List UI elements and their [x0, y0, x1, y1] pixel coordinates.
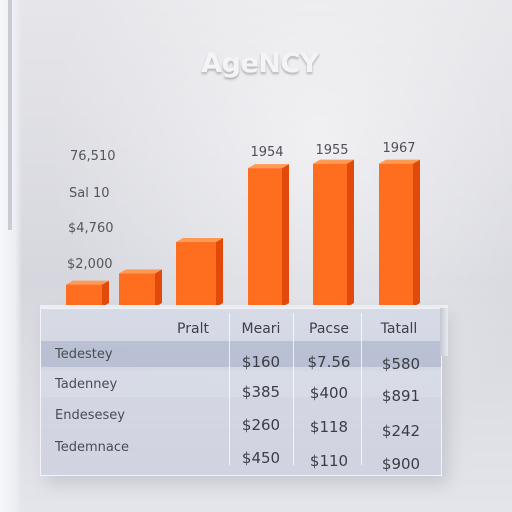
column-header-2: Pacse — [309, 321, 349, 337]
table-cell: $450 — [241, 449, 281, 467]
bar-front — [379, 163, 413, 307]
table-cell: $160 — [241, 353, 281, 371]
bar-side — [155, 269, 162, 307]
window-glow — [0, 0, 22, 512]
bar-2 — [176, 238, 223, 307]
table-cell: $891 — [381, 387, 421, 405]
y-tick-label-1: Sal 10 — [69, 186, 110, 201]
bar-side — [413, 159, 420, 307]
table-row-band — [41, 371, 441, 397]
bar-1 — [119, 269, 162, 307]
table-cell: $900 — [381, 455, 421, 473]
bar-top — [313, 159, 354, 164]
column-header-0: Pralt — [177, 321, 209, 337]
row-label-0: Tedestey — [55, 347, 113, 362]
bar-value-label-3: 1954 — [250, 145, 284, 160]
column-divider — [229, 313, 230, 465]
table-cell: $7.56 — [307, 353, 351, 371]
y-tick-label-2: $4,760 — [68, 221, 114, 236]
bar-front — [119, 273, 155, 307]
bar-value-label-4: 1955 — [315, 143, 349, 158]
chart-title: AgeNCY — [201, 48, 319, 79]
table-cell: $260 — [241, 416, 281, 434]
column-divider — [361, 313, 362, 465]
table-row-highlight — [41, 341, 441, 367]
bar-5 — [379, 159, 420, 307]
bar-top — [248, 164, 289, 169]
data-table: Pralt Meari Pacse Tatall Tedestey $160 $… — [40, 305, 448, 478]
bar-0 — [66, 280, 109, 307]
bar-side — [282, 164, 289, 307]
column-divider — [293, 313, 294, 465]
bar-front — [66, 284, 102, 307]
bar-side — [216, 238, 223, 307]
table-side-edge — [440, 308, 448, 356]
row-label-1: Tadenney — [55, 377, 118, 392]
bar-4 — [313, 159, 354, 307]
table-cell: $580 — [381, 355, 421, 373]
bar-top — [66, 280, 109, 285]
table-cell: $242 — [381, 422, 421, 440]
bar-front — [248, 168, 282, 307]
bar-side — [347, 159, 354, 307]
row-label-2: Endesesey — [55, 408, 125, 423]
column-header-1: Meari — [241, 321, 281, 337]
table-top-edge — [40, 305, 448, 309]
table-panel: Pralt Meari Pacse Tatall Tedestey $160 $… — [40, 308, 442, 476]
bar-side — [102, 280, 109, 307]
bar-front — [313, 163, 347, 307]
y-tick-label-3: $2,000 — [67, 257, 113, 272]
table-cell: $110 — [309, 452, 349, 470]
y-tick-label-0: 76,510 — [70, 149, 116, 164]
window-frame — [8, 0, 12, 230]
table-cell: $400 — [309, 384, 349, 402]
bar-value-label-5: 1967 — [382, 141, 416, 156]
bar-top — [119, 269, 162, 274]
bar-3 — [248, 164, 289, 307]
table-cell: $385 — [241, 383, 281, 401]
column-header-3: Tatall — [380, 321, 418, 337]
bar-front — [176, 242, 216, 307]
bar-top — [379, 159, 420, 164]
row-label-3: Tedemnace — [55, 440, 129, 455]
bar-top — [176, 238, 223, 243]
table-cell: $118 — [309, 418, 349, 436]
